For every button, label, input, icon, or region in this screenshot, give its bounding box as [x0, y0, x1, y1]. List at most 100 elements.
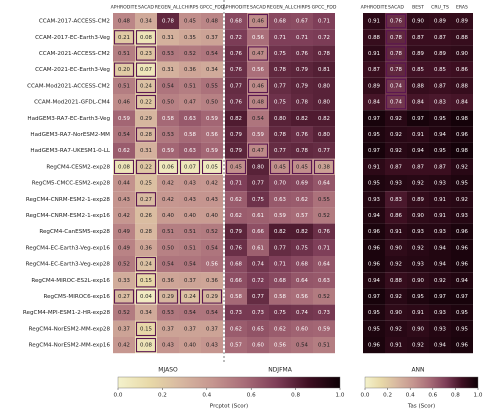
column-label: GPCC_FDD	[200, 5, 225, 11]
cell-label: 0.96	[456, 229, 469, 235]
cell-label: 0.77	[318, 148, 330, 154]
cell-label: 0.87	[434, 35, 446, 41]
heatmap-cell	[407, 29, 429, 46]
cell-label: 0.54	[252, 116, 265, 122]
cell-label: 0.79	[296, 67, 309, 73]
cell-label: 0.88	[456, 83, 469, 89]
heatmap-cell	[179, 256, 201, 273]
cell-label: 0.84	[368, 100, 381, 106]
highlight-box	[313, 159, 335, 175]
cell-label: 0.74	[252, 262, 265, 268]
cell-label: 0.75	[274, 310, 286, 316]
row-label: CCAM-2021-ACCESS-CM2	[39, 51, 110, 57]
heatmap-cell	[135, 94, 157, 111]
heatmap-cell	[313, 304, 335, 321]
cell-label: 0.73	[230, 310, 242, 316]
cell-label: 0.87	[412, 35, 424, 41]
cell-label: 0.43	[184, 181, 196, 187]
cell-label: 0.28	[140, 132, 153, 138]
cell-label: 0.52	[318, 294, 330, 300]
heatmap-cell	[407, 320, 429, 337]
cell-label: 0.96	[368, 229, 381, 235]
colorbar-tick-label: 0.8	[291, 393, 300, 399]
cell-label: 0.97	[412, 116, 424, 122]
heatmap-cell	[225, 110, 247, 127]
heatmap-cell	[429, 175, 451, 192]
cell-label: 0.42	[118, 213, 130, 219]
cell-label: 0.77	[274, 245, 286, 251]
column-label: REGEN_ALL	[155, 5, 182, 11]
cell-label: 0.51	[184, 83, 196, 89]
heatmap-cell	[451, 29, 473, 46]
heatmap-cell	[247, 61, 269, 78]
highlight-box	[135, 30, 157, 45]
heatmap-cell	[225, 239, 247, 256]
heatmap-cell	[225, 126, 247, 143]
cell-label: 0.84	[412, 100, 425, 106]
heatmap-cell	[157, 320, 179, 337]
heatmap-cell	[135, 142, 157, 159]
cell-label: 0.83	[390, 197, 402, 203]
cell-label: 0.37	[206, 326, 218, 332]
cell-label: 0.31	[162, 35, 174, 41]
cell-label: 0.33	[118, 278, 130, 284]
highlight-box	[113, 159, 135, 175]
cell-label: 0.93	[434, 310, 446, 316]
heatmap-cell	[201, 13, 223, 30]
heatmap-cell	[179, 175, 201, 192]
heatmap-cell	[313, 110, 335, 127]
heatmap-cell	[179, 110, 201, 127]
cell-label: 0.81	[318, 67, 330, 73]
heatmap-cell	[407, 110, 429, 127]
column-label: GPCC_FDD	[312, 5, 337, 11]
heatmap-cell	[135, 191, 157, 208]
cell-label: 0.24	[140, 262, 153, 268]
column-label: CHIRPS	[294, 5, 311, 11]
cell-label: 0.91	[412, 310, 424, 316]
cell-label: 0.75	[252, 197, 264, 203]
heatmap-cell	[429, 272, 451, 289]
cell-label: 0.95	[412, 294, 424, 300]
cell-label: 0.54	[206, 310, 219, 316]
heatmap-cell	[179, 337, 201, 354]
heatmap-cell	[201, 272, 223, 289]
colorbar-label: Tas (Scor)	[407, 404, 435, 410]
cell-label: 0.80	[252, 164, 265, 170]
cell-label: 0.77	[274, 148, 286, 154]
heatmap-cell	[113, 223, 135, 240]
highlight-box	[385, 62, 407, 77]
cell-label: 0.80	[318, 83, 331, 89]
heatmap-cell	[291, 272, 313, 289]
cell-label: 0.38	[318, 164, 331, 170]
heatmap-cell	[179, 126, 201, 143]
heatmap-cell	[429, 337, 451, 354]
heatmap-cell	[291, 158, 313, 175]
heatmap-cell	[269, 126, 291, 143]
cell-label: 0.73	[252, 310, 264, 316]
cell-label: 0.34	[140, 19, 153, 25]
heatmap-cell	[179, 272, 201, 289]
heatmap-cell	[201, 110, 223, 127]
heatmap-cell	[179, 191, 201, 208]
heatmap-cell	[291, 142, 313, 159]
cell-label: 0.95	[456, 181, 468, 187]
heatmap-cell	[179, 13, 201, 30]
column-label: ERA5	[456, 5, 468, 11]
cell-label: 0.58	[230, 294, 243, 300]
heatmap-cell	[157, 288, 179, 305]
highlight-box	[179, 289, 201, 304]
heatmap-cell	[363, 223, 385, 240]
cell-label: 0.90	[412, 213, 425, 219]
highlight-box	[385, 30, 407, 45]
highlight-box	[385, 94, 407, 110]
heatmap-cell	[407, 191, 429, 208]
heatmap-cell	[157, 61, 179, 78]
heatmap-cell	[157, 45, 179, 62]
row-label: RegCM5-MIROC6-exp16	[43, 294, 110, 300]
heatmap-cell	[269, 94, 291, 111]
heatmap-cell	[179, 304, 201, 321]
heatmap-cell	[451, 320, 473, 337]
heatmap-cell	[451, 239, 473, 256]
cell-label: 0.42	[206, 181, 218, 187]
heatmap-cell	[201, 94, 223, 111]
